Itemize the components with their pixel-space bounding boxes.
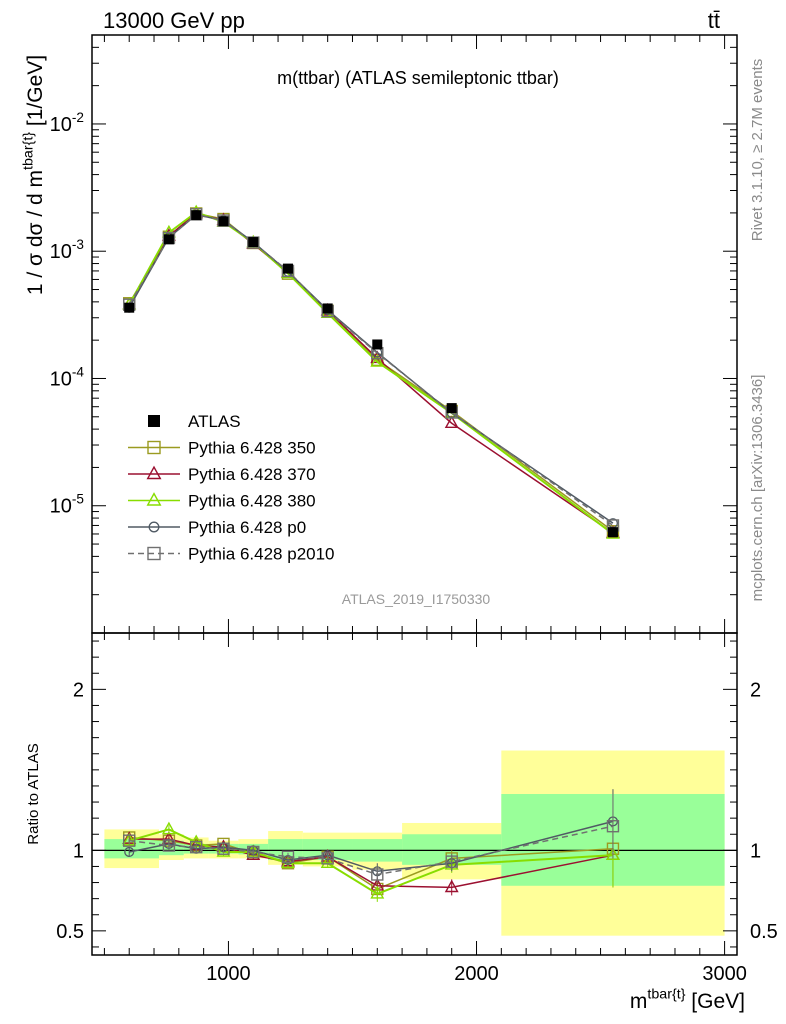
triangle-marker bbox=[320, 855, 335, 869]
data-marker bbox=[248, 237, 259, 248]
circle-marker bbox=[124, 846, 135, 858]
square-marker bbox=[147, 440, 161, 455]
square-marker bbox=[281, 850, 295, 863]
data-marker bbox=[148, 415, 160, 427]
ratio-ytick-label-right: 0.5 bbox=[750, 921, 778, 943]
square-marker bbox=[147, 546, 161, 561]
square-marker bbox=[162, 839, 176, 852]
circle-marker bbox=[148, 521, 160, 533]
main-series bbox=[123, 207, 620, 538]
rivet-label: Rivet 3.1.10, ≥ 2.7M events bbox=[749, 59, 766, 242]
ratio-ylabel: Ratio to ATLAS bbox=[25, 743, 42, 844]
ratio-ytick-label: 0.5 bbox=[56, 921, 84, 943]
main-series-line bbox=[128, 212, 614, 534]
legend-label: Pythia 6.428 380 bbox=[188, 492, 316, 511]
square-marker bbox=[321, 852, 334, 865]
triangle-marker bbox=[122, 832, 137, 846]
square-marker bbox=[445, 855, 458, 868]
x-tick-label: 3000 bbox=[702, 963, 747, 985]
ratio-ytick-label-right: 1 bbox=[750, 840, 761, 862]
ratio-ytick-label: 2 bbox=[73, 679, 84, 701]
x-tick-label: 2000 bbox=[454, 963, 499, 985]
data-marker bbox=[282, 263, 293, 274]
main-watermark: ATLAS_2019_I1750330 bbox=[342, 591, 491, 607]
main-series bbox=[122, 204, 620, 539]
legend-label: Pythia 6.428 p0 bbox=[188, 518, 306, 537]
data-marker bbox=[372, 339, 383, 350]
main-panel: 10-5​ 10-4​ 10-3​ 10-2​ m(ttbar) (ATLAS sem… bbox=[21, 34, 738, 634]
legend-label: ATLAS bbox=[188, 412, 241, 431]
main-series bbox=[122, 205, 620, 538]
triangle-marker bbox=[605, 847, 620, 861]
header-right: tt̄ bbox=[708, 8, 720, 33]
x-tick-label: 1000 bbox=[206, 963, 251, 985]
legend-label: Pythia 6.428 370 bbox=[188, 465, 316, 484]
square-marker bbox=[217, 842, 230, 855]
data-marker bbox=[124, 302, 135, 313]
triangle-marker bbox=[444, 879, 459, 893]
square-marker bbox=[371, 868, 384, 881]
legend-label: Pythia 6.428 350 bbox=[188, 439, 316, 458]
data-marker bbox=[607, 527, 618, 538]
y-tick-label: 10-2​ bbox=[50, 110, 84, 136]
ratio-series bbox=[123, 794, 620, 883]
y-tick-label: 10-3​ bbox=[50, 237, 84, 263]
triangle-marker bbox=[146, 492, 162, 506]
inner-band bbox=[268, 839, 303, 861]
data-marker bbox=[218, 216, 229, 227]
ratio-ytick-label: 1 bbox=[73, 840, 84, 862]
square-marker bbox=[606, 820, 620, 833]
reference-series bbox=[124, 210, 618, 538]
ratio-series-line bbox=[129, 825, 614, 876]
mcplots-label: mcplots.cern.ch [arXiv:1306.3436] bbox=[749, 375, 766, 602]
legend-label: Pythia 6.428 p2010 bbox=[188, 545, 335, 564]
triangle-marker bbox=[161, 821, 176, 835]
data-marker bbox=[322, 303, 333, 314]
triangle-marker bbox=[444, 415, 459, 429]
ratio-series-line bbox=[128, 828, 614, 895]
data-marker bbox=[191, 210, 202, 221]
header-left: 13000 GeV pp bbox=[103, 8, 245, 33]
main-title: m(ttbar) (ATLAS semileptonic ttbar) bbox=[277, 68, 559, 88]
main-ylabel: 1 / σ dσ / d mtbar{t}​ [1/GeV] bbox=[21, 55, 47, 295]
y-tick-label: 10-5​ bbox=[50, 492, 84, 518]
x-axis-label: mtbar{t}​ [GeV] bbox=[630, 987, 745, 1013]
data-marker bbox=[163, 234, 174, 245]
data-marker bbox=[446, 403, 457, 414]
square-marker bbox=[189, 840, 203, 854]
ratio-frame bbox=[91, 632, 738, 956]
y-tick-label: 10-4​ bbox=[50, 364, 85, 390]
triangle-marker bbox=[370, 354, 385, 367]
main-series-line bbox=[128, 211, 614, 535]
triangle-marker bbox=[370, 886, 385, 899]
square-marker bbox=[123, 834, 136, 847]
triangle-marker bbox=[146, 465, 162, 480]
ratio-ytick-label-right: 2 bbox=[750, 679, 761, 701]
square-marker bbox=[247, 236, 260, 249]
main-frame bbox=[91, 34, 738, 634]
square-marker bbox=[247, 845, 260, 859]
main-series-line bbox=[128, 213, 614, 527]
